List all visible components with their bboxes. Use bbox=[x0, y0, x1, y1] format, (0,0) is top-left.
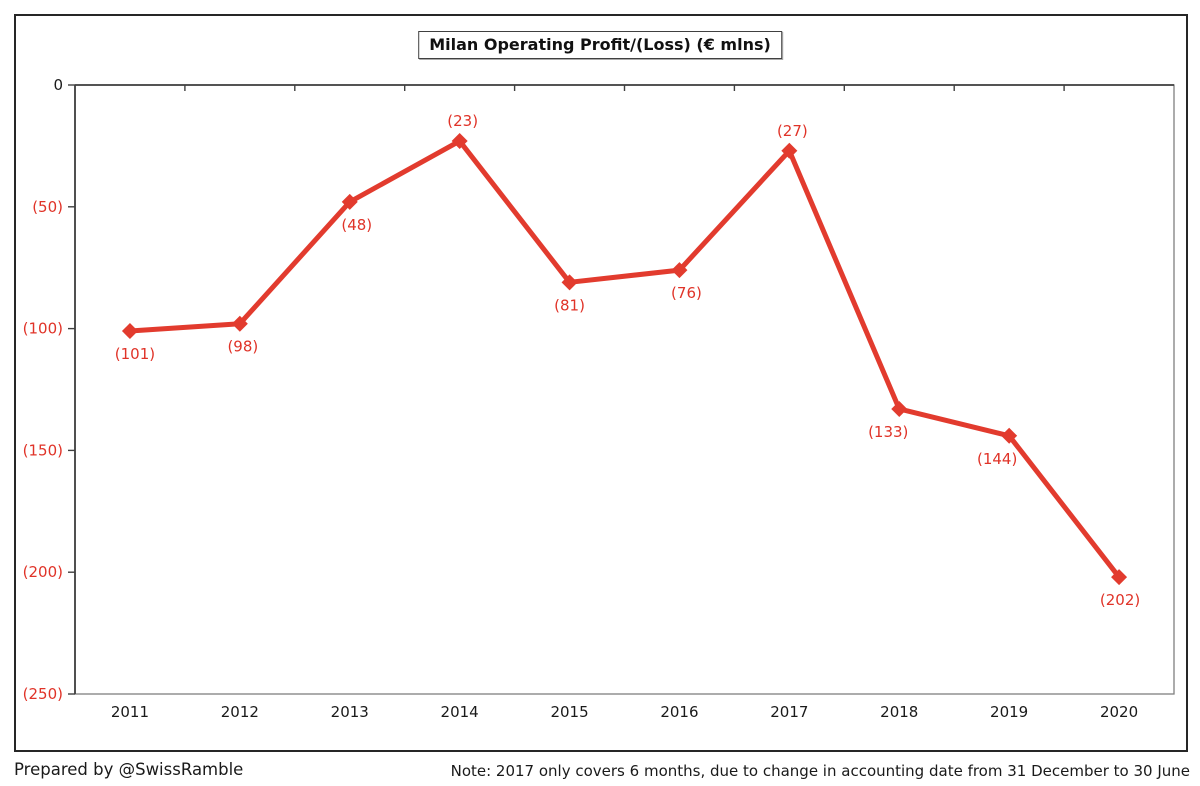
data-point-2015 bbox=[561, 274, 578, 291]
x-axis-tick-label: 2011 bbox=[111, 703, 149, 721]
data-point-label: (27) bbox=[777, 122, 808, 140]
x-axis-tick-label: 2020 bbox=[1100, 703, 1138, 721]
data-point-2017 bbox=[781, 142, 798, 159]
data-point-label: (81) bbox=[554, 296, 585, 314]
chart-outer-frame bbox=[14, 14, 1188, 752]
x-axis-tick-label: 2015 bbox=[550, 703, 588, 721]
x-axis-tick-label: 2016 bbox=[660, 703, 698, 721]
data-point-label: (133) bbox=[868, 423, 908, 441]
y-axis-tick-label: (50) bbox=[32, 198, 63, 216]
credit-text: Prepared by @SwissRamble bbox=[14, 760, 244, 779]
series-line bbox=[127, 138, 1122, 580]
data-point-label: (98) bbox=[227, 338, 258, 356]
data-point-label: (101) bbox=[115, 345, 155, 363]
data-point-2011 bbox=[121, 323, 138, 340]
y-axis-tick-label: (250) bbox=[23, 685, 63, 703]
data-point-label: (202) bbox=[1100, 591, 1140, 609]
chart-title: Milan Operating Profit/(Loss) (€ mlns) bbox=[418, 31, 782, 59]
data-point-2018 bbox=[891, 400, 908, 417]
data-point-2013 bbox=[341, 193, 358, 210]
y-axis-tick-label: (200) bbox=[23, 563, 63, 581]
x-axis-tick-label: 2018 bbox=[880, 703, 918, 721]
data-point-label: (76) bbox=[671, 284, 702, 302]
x-axis-tick-label: 2013 bbox=[331, 703, 369, 721]
note-text: Note: 2017 only covers 6 months, due to … bbox=[450, 762, 1190, 780]
data-point-label: (144) bbox=[977, 450, 1017, 468]
data-point-2016 bbox=[671, 262, 688, 279]
data-point-label: (48) bbox=[341, 216, 372, 234]
data-point-label: (23) bbox=[447, 112, 478, 130]
data-point-2012 bbox=[231, 315, 248, 332]
data-point-2020 bbox=[1111, 569, 1128, 586]
y-axis-tick-label: (150) bbox=[23, 441, 63, 459]
x-axis-tick-label: 2019 bbox=[990, 703, 1028, 721]
data-point-2019 bbox=[1001, 427, 1018, 444]
x-axis-tick-label: 2017 bbox=[770, 703, 808, 721]
x-axis-tick-label: 2014 bbox=[441, 703, 479, 721]
plot-border bbox=[74, 84, 1175, 695]
y-axis-tick-label: 0 bbox=[53, 76, 63, 94]
y-axis-tick-label: (100) bbox=[23, 320, 63, 338]
x-axis-tick-label: 2012 bbox=[221, 703, 259, 721]
data-point-2014 bbox=[451, 133, 468, 150]
